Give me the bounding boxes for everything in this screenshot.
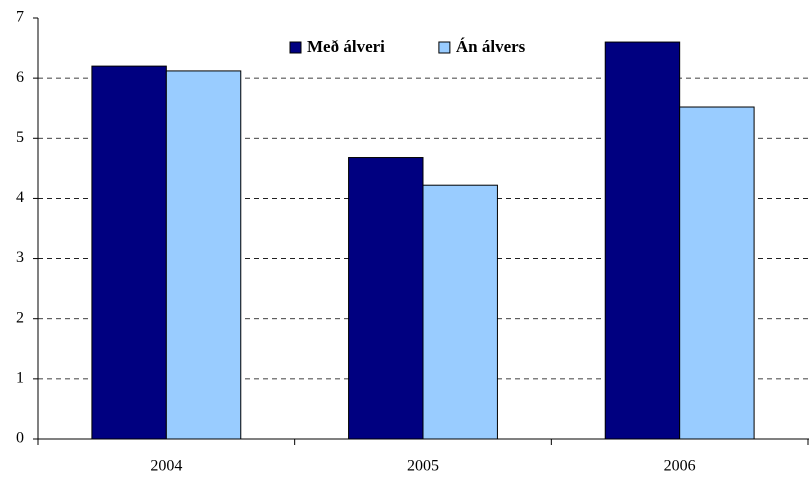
bar — [348, 157, 424, 440]
bar — [679, 106, 755, 440]
legend-text: Með álveri — [307, 37, 385, 56]
legend-text: Án álvers — [456, 37, 526, 56]
y-tick-label: 6 — [16, 69, 24, 86]
bar — [91, 65, 167, 440]
y-tick-label: 5 — [16, 129, 24, 146]
x-tick-label: 2006 — [664, 458, 696, 475]
bar — [604, 41, 681, 440]
legend-swatch — [438, 41, 451, 54]
y-tick-label: 0 — [16, 430, 24, 447]
x-tick-label: 2004 — [150, 458, 182, 475]
x-tick-label: 2005 — [407, 458, 439, 475]
y-tick-label: 4 — [16, 189, 24, 206]
y-tick-label: 2 — [16, 309, 24, 326]
bar — [165, 70, 242, 440]
y-tick-label: 7 — [16, 9, 24, 26]
y-tick-label: 1 — [16, 370, 24, 387]
y-tick-label: 3 — [16, 249, 24, 266]
legend-swatch — [289, 41, 302, 54]
bar — [422, 184, 498, 440]
